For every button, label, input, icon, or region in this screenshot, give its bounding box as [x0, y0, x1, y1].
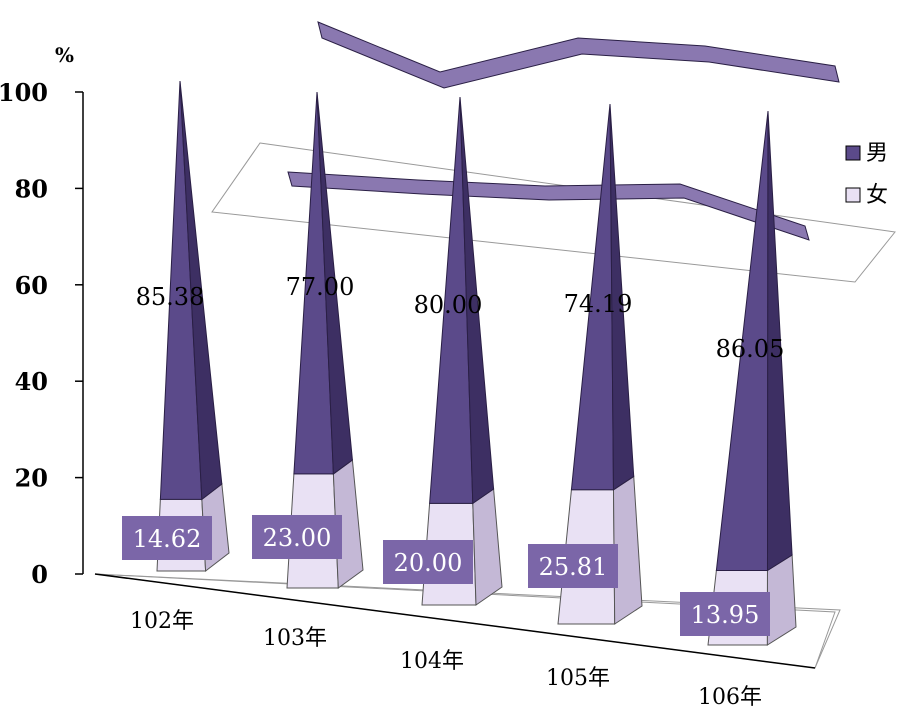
legend-label-male: 男	[866, 141, 888, 166]
male-value-label: 74.19	[564, 290, 633, 318]
female-bar-side	[472, 488, 503, 606]
ribbon-line	[287, 171, 810, 241]
female-value-box	[680, 592, 770, 636]
y-tick-label: 0	[31, 560, 48, 589]
ribbon-line	[317, 21, 840, 89]
legend-swatch-female	[845, 187, 861, 203]
x-category-label: 106年	[698, 685, 762, 710]
pyramid	[421, 96, 503, 606]
floor-back-edge	[94, 573, 836, 669]
female-bar-side	[766, 554, 797, 646]
pyramid	[156, 80, 230, 572]
pyramids	[156, 80, 797, 646]
male-value-label: 80.00	[414, 291, 483, 319]
pyramid	[286, 91, 364, 589]
female-value-label: 23.00	[263, 524, 332, 552]
female-value-box	[528, 544, 618, 588]
male-bar-side	[316, 91, 353, 475]
female-value-box	[252, 515, 342, 559]
x-category-label: 103年	[263, 626, 327, 651]
female-value-label: 25.81	[539, 553, 608, 581]
chart-frame	[82, 92, 896, 669]
female-value-box	[122, 516, 212, 560]
x-category-label: 105年	[546, 666, 610, 691]
ribbon-plane	[211, 142, 896, 283]
legend-label-female: 女	[866, 183, 888, 208]
y-tick-label: 60	[15, 271, 48, 300]
x-category-label: 102年	[130, 609, 194, 634]
legend: 男 女	[845, 141, 888, 208]
x-category-label: 104年	[400, 649, 464, 674]
male-value-label: 85.38	[136, 283, 205, 311]
male-bar-side	[609, 103, 635, 491]
male-bar-side	[179, 80, 223, 501]
female-value-label: 13.95	[691, 601, 760, 629]
male-bar-side	[766, 110, 793, 572]
male-value-label: 86.05	[716, 335, 785, 363]
y-ticks: 0 20 40 60 80 100	[0, 78, 83, 589]
y-unit-label: %	[55, 43, 74, 67]
y-tick-label: 40	[15, 367, 48, 396]
y-tick-label: 100	[0, 78, 48, 107]
male-bar-side	[459, 96, 495, 505]
y-tick-label: 80	[15, 174, 48, 203]
category-labels: 102年 103年 104年 105年 106年	[130, 609, 762, 710]
y-tick-label: 20	[15, 464, 48, 493]
male-value-label: 77.00	[286, 273, 355, 301]
female-value-label: 14.62	[133, 525, 202, 553]
pyramid	[707, 110, 797, 646]
female-value-label: 20.00	[394, 549, 463, 577]
female-value-box	[383, 540, 473, 584]
legend-swatch-male	[845, 145, 861, 161]
ribbons	[287, 21, 840, 241]
data-labels: 85.38 14.62 77.00 23.00 80.00 20.00 74.19 25.81…	[122, 273, 784, 636]
x-axis	[94, 573, 816, 669]
